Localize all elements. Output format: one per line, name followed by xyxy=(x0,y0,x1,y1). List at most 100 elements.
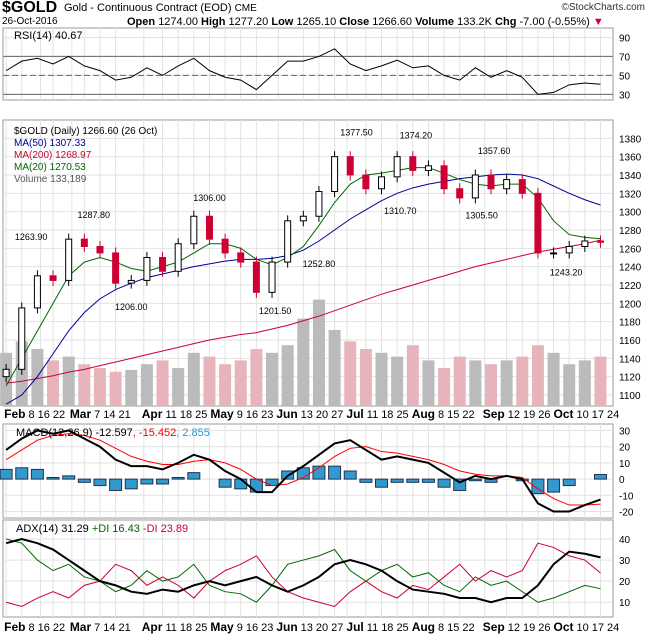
macd-histogram-bar xyxy=(187,472,201,480)
price-annotation: 1287.80 xyxy=(77,210,110,220)
x-tick-label: 9 xyxy=(237,622,243,634)
price-y-tick: 1180 xyxy=(619,318,641,329)
volume-label: Volume xyxy=(415,16,455,28)
x-tick-label: 25 xyxy=(396,622,408,634)
x-tick-label: 14 xyxy=(103,409,115,421)
price-annotation: 1306.00 xyxy=(193,193,226,203)
x-tick-label: 17 xyxy=(592,409,604,421)
x-tick-label: 10 xyxy=(577,409,589,421)
adx-label: ADX(14) 31.29 xyxy=(16,523,89,535)
candle-body xyxy=(205,215,213,240)
macd-histogram-bar xyxy=(93,478,107,487)
volume-bar xyxy=(187,352,200,406)
price-annotation: 1201.50 xyxy=(259,306,292,316)
adx-y-tick: 30 xyxy=(619,556,631,567)
down-arrow-icon: ▼ xyxy=(592,16,604,28)
copyright[interactable]: ©StockCharts.com xyxy=(561,2,645,13)
x-tick-label: 7 xyxy=(94,622,100,634)
candle-body xyxy=(456,188,464,199)
macd-histogram-bar xyxy=(62,475,76,480)
price-y-tick: 1260 xyxy=(619,244,642,255)
macd-histogram-bar xyxy=(328,465,342,480)
minus-di-line xyxy=(5,542,601,608)
volume-bar xyxy=(531,345,544,406)
macd-legend: MACD(12,26,9) -12.597, -15.452, 2.855 xyxy=(16,427,210,439)
chg-value: -7.00 (-0.55%) xyxy=(519,16,590,28)
candle-body xyxy=(268,261,276,293)
x-tick-label: Sep xyxy=(483,620,505,634)
x-tick-label: 18 xyxy=(180,622,192,634)
x-tick-label: 22 xyxy=(462,409,474,421)
candle-body xyxy=(284,220,292,263)
candle-body xyxy=(362,174,370,190)
price-annotation: 1374.20 xyxy=(400,131,433,141)
x-tick-label: Oct xyxy=(554,407,574,421)
ma200-legend: MA(200) 1268.97 xyxy=(14,150,92,161)
candle-body xyxy=(409,156,417,171)
x-tick-label: Oct xyxy=(554,620,574,634)
price-y-tick: 1360 xyxy=(619,153,642,164)
candle-body xyxy=(65,238,73,281)
plus-di-line xyxy=(5,538,601,603)
macd-signal-line xyxy=(5,433,601,506)
price-y-tick: 1100 xyxy=(619,391,641,402)
macd-line xyxy=(5,429,601,513)
candle-body xyxy=(159,257,167,272)
signal-value: , -15.452 xyxy=(133,427,176,439)
x-tick-label: Jul xyxy=(346,407,363,421)
x-tick-label: May xyxy=(210,620,234,634)
candle-body xyxy=(80,238,88,248)
volume-bar xyxy=(250,349,263,406)
macd-histogram-bar xyxy=(77,478,91,483)
rsi-line xyxy=(5,48,601,95)
macd-y-tick: 10 xyxy=(619,459,631,470)
rsi-y-tick: 30 xyxy=(619,90,631,101)
volume-bar xyxy=(375,352,388,406)
price-annotation: 1305.50 xyxy=(465,211,498,221)
volume-bar xyxy=(438,368,451,406)
price-annotation: 1310.70 xyxy=(384,206,417,216)
candle-body xyxy=(471,174,479,199)
ma20-line xyxy=(5,167,601,387)
x-tick-label: 19 xyxy=(523,409,535,421)
volume-bar xyxy=(140,364,153,406)
ma20-legend: MA(20) 1270.53 xyxy=(14,162,86,173)
x-tick-label: 27 xyxy=(331,622,343,634)
macd-value: -12.597 xyxy=(95,427,132,439)
volume-bar xyxy=(172,368,185,406)
volume-bar xyxy=(406,345,419,406)
ma200-line xyxy=(6,239,601,384)
volume-bar xyxy=(469,360,482,406)
x-tick-label: 21 xyxy=(119,409,131,421)
x-tick-label: Jun xyxy=(276,620,297,634)
macd-histogram-bar xyxy=(421,478,435,483)
price-y-tick: 1300 xyxy=(619,208,642,219)
candle-body xyxy=(112,252,120,284)
x-tick-label: 16 xyxy=(38,409,50,421)
x-tick-label: 20 xyxy=(316,622,328,634)
candle-body xyxy=(550,252,558,255)
x-tick-label: 17 xyxy=(592,622,604,634)
instrument-name: Gold - Continuous Contract (EOD) CME xyxy=(64,2,257,15)
x-tick-label: 10 xyxy=(577,622,589,634)
volume-bar xyxy=(93,368,106,406)
macd-y-tick: 0 xyxy=(619,475,625,486)
x-tick-label: 26 xyxy=(538,622,550,634)
volume-bar xyxy=(109,371,122,406)
price-annotation: 1263.90 xyxy=(15,232,48,242)
candle-body xyxy=(252,261,260,293)
macd-histogram-bar xyxy=(15,467,29,480)
price-y-tick: 1160 xyxy=(619,336,641,347)
name: Gold - Continuous Contract (EOD) xyxy=(64,2,232,14)
x-tick-label: May xyxy=(210,407,234,421)
x-tick-label: 8 xyxy=(28,409,34,421)
rsi-y-tick: 50 xyxy=(619,71,631,82)
x-tick-label: 20 xyxy=(316,409,328,421)
ma50-legend: MA(50) 1307.33 xyxy=(14,138,86,149)
x-tick-label: 18 xyxy=(180,409,192,421)
volume-bar xyxy=(78,364,91,406)
chart-marks xyxy=(0,27,614,618)
volume-bar xyxy=(47,360,60,406)
low-label: Low xyxy=(271,16,294,28)
